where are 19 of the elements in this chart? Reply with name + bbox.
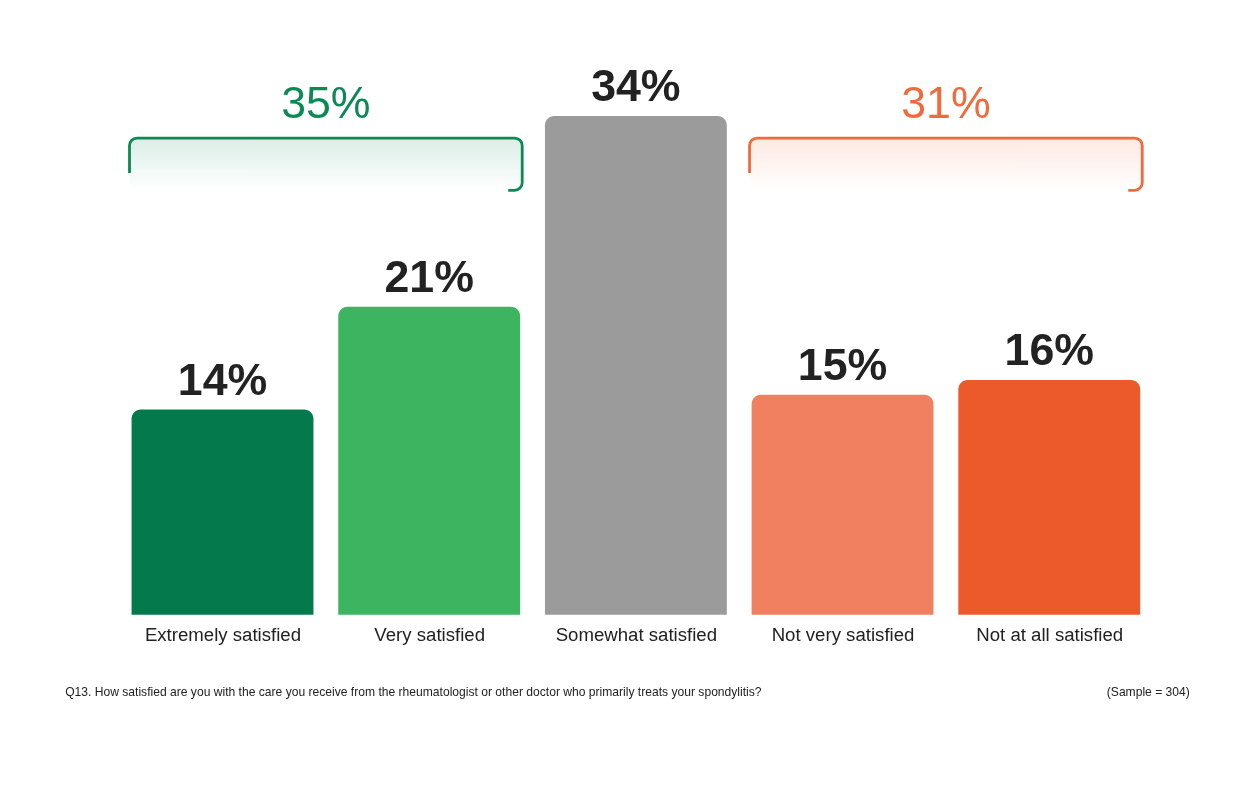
bar bbox=[958, 380, 1141, 615]
bar bbox=[131, 409, 314, 615]
band-label: 31% bbox=[901, 77, 991, 127]
data-label: 14% bbox=[177, 354, 268, 404]
x-tick-label: Somewhat satisfied bbox=[555, 624, 718, 646]
data-label: 16% bbox=[1004, 325, 1094, 375]
data-label: 15% bbox=[797, 339, 888, 389]
data-label: 34% bbox=[591, 61, 681, 111]
text: (Sample = 304) bbox=[1106, 684, 1190, 699]
x-tick-label: Not very satisfied bbox=[771, 624, 915, 646]
x-tick-label: Not at all satisfied bbox=[976, 624, 1124, 646]
bar bbox=[751, 394, 934, 615]
text: Q13. How satisfied are you with the care you receive from the rheumatologist or other doctor who primarily treats your spondylitis? bbox=[65, 684, 762, 699]
x-tick-label: Extremely satisfied bbox=[144, 624, 302, 646]
bar bbox=[338, 306, 521, 615]
bar bbox=[544, 116, 727, 615]
x-tick-label: Very satisfied bbox=[374, 624, 485, 646]
data-label: 21% bbox=[384, 251, 474, 301]
band-label: 35% bbox=[281, 77, 371, 127]
